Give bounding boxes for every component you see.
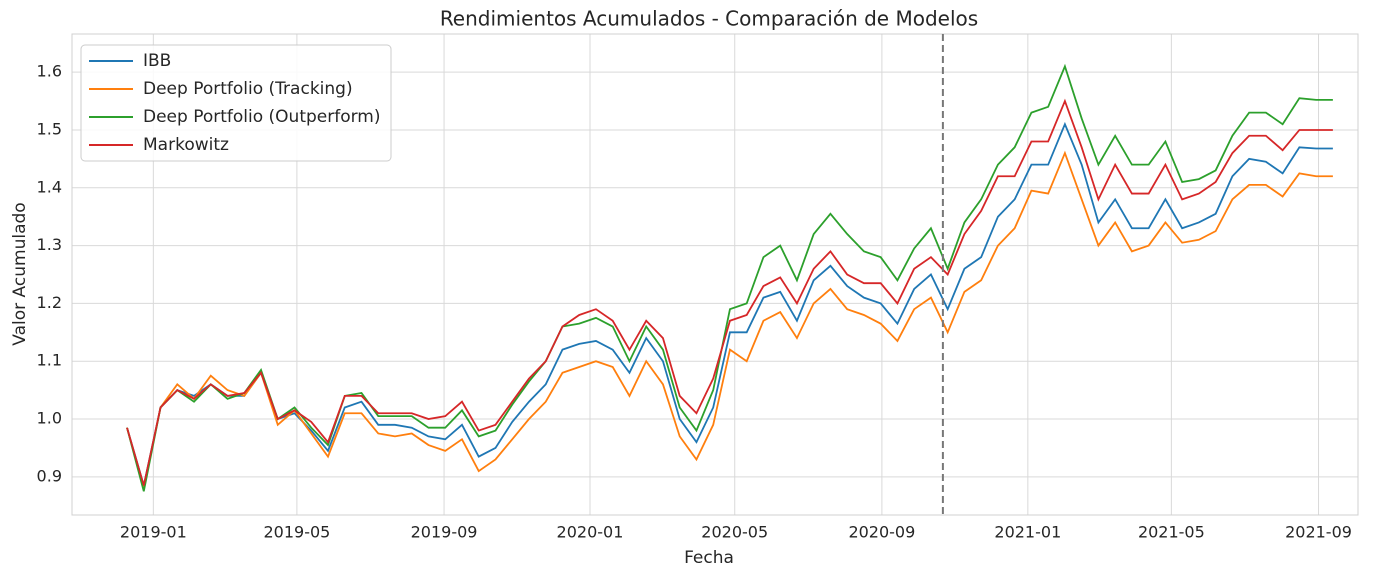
legend-label: Deep Portfolio (Tracking)	[143, 79, 353, 99]
y-tick-label: 1.1	[37, 351, 62, 370]
legend-box	[80, 44, 392, 162]
y-tick-label: 1.2	[37, 293, 62, 312]
y-tick-label: 1.0	[37, 409, 62, 428]
x-axis-label: Fecha	[684, 548, 734, 568]
series-line	[126, 98, 1333, 486]
x-tick-label: 2021-09	[1285, 523, 1352, 542]
x-tick-label: 2019-05	[263, 523, 330, 542]
x-tick-label: 2021-01	[994, 523, 1061, 542]
legend-label: Deep Portfolio (Outperform)	[143, 107, 381, 127]
legend-label: IBB	[143, 51, 171, 71]
x-tick-label: 2020-09	[848, 523, 915, 542]
legend-label: Markowitz	[143, 135, 229, 155]
x-tick-label: 2019-09	[411, 523, 478, 542]
x-tick-label: 2020-05	[701, 523, 768, 542]
x-tick-label: 2021-05	[1138, 523, 1205, 542]
x-tick-label: 2020-01	[557, 523, 624, 542]
series-line	[126, 150, 1333, 489]
plot-frame	[71, 33, 1359, 516]
y-tick-label: 0.9	[37, 466, 62, 485]
y-tick-label: 1.3	[37, 235, 62, 254]
x-tick-label: 2019-01	[120, 523, 187, 542]
chart-title: Rendimientos Acumulados - Comparación de…	[440, 7, 978, 31]
y-tick-label: 1.6	[37, 62, 62, 81]
y-tick-label: 1.5	[37, 119, 62, 138]
series-line	[126, 63, 1333, 492]
y-axis-label: Valor Acumulado	[10, 202, 30, 345]
series-line	[126, 121, 1333, 486]
y-tick-label: 1.4	[37, 177, 62, 196]
